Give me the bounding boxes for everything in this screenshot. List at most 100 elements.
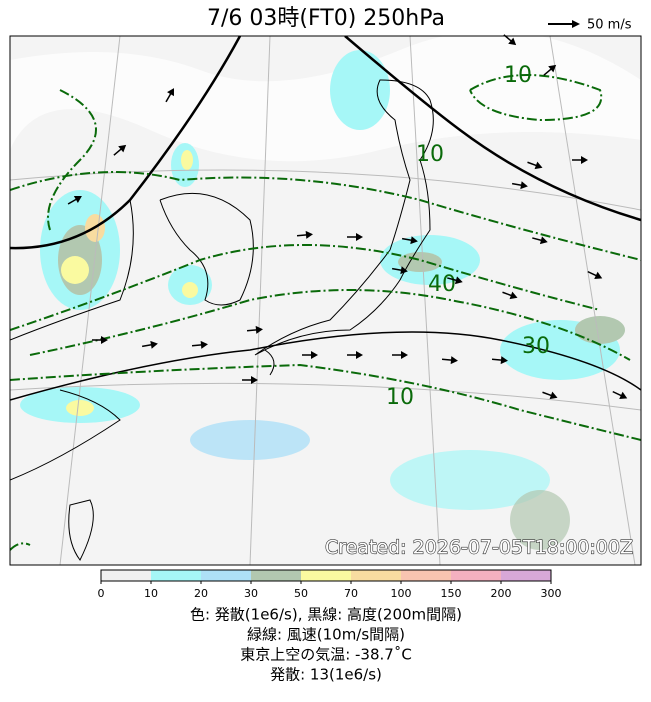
wind-arrow-head xyxy=(356,233,363,241)
wind-arrow-head xyxy=(450,356,458,365)
colorbar-tick-label: 10 xyxy=(144,587,158,600)
wind-arrow xyxy=(67,196,82,205)
wind-contour xyxy=(47,89,97,231)
wind-arrow xyxy=(587,270,603,280)
wind-arrow xyxy=(347,351,363,359)
wind-arrow xyxy=(165,88,174,103)
field-region xyxy=(10,36,641,162)
wind-arrow xyxy=(392,351,408,359)
field-blob xyxy=(190,420,310,460)
colorbar: 0 10 20 30 50 70 100 150 200 300 xyxy=(98,569,562,600)
wind-arrow xyxy=(391,266,408,275)
coastline xyxy=(10,199,134,341)
longitude-line xyxy=(59,36,121,565)
colorbar-tick-label: 100 xyxy=(391,587,412,600)
field-blob xyxy=(182,282,198,298)
height-contour xyxy=(344,36,641,222)
created-stamp: Created: 2026-07-05T18:00:00Z xyxy=(325,537,633,559)
wind-arrow-head xyxy=(200,340,208,349)
colorbar-tick-label: 300 xyxy=(541,587,562,600)
wind-arrow-head xyxy=(305,230,313,239)
wind-speed-contours xyxy=(10,74,641,551)
caption-line: 緑線: 風速(10m/s間隔) xyxy=(247,626,405,644)
field-blob xyxy=(390,450,550,510)
contour-label: 10 xyxy=(504,63,532,88)
wind-arrow-head xyxy=(401,351,408,359)
coastline xyxy=(264,349,275,376)
wind-arrow xyxy=(502,291,518,300)
wind-arrow-head xyxy=(410,236,418,245)
wind-arrow xyxy=(542,391,558,400)
colorbar-tick-label: 150 xyxy=(441,587,462,600)
wind-arrow xyxy=(302,351,318,359)
wind-contour xyxy=(469,74,603,122)
contour-label: 10 xyxy=(416,142,444,167)
colorbar-segment xyxy=(151,570,201,581)
wind-arrow-head xyxy=(520,181,528,190)
wind-arrow xyxy=(441,356,458,365)
caption-line: 東京上空の気温: -38.7˚C xyxy=(240,646,412,664)
wind-arrow-head xyxy=(251,376,258,384)
wind-arrow-head xyxy=(509,291,518,300)
field-blob xyxy=(181,150,193,170)
title: 7/6 03時(FT0) 250hPa xyxy=(207,6,445,31)
contour-label: 40 xyxy=(428,272,456,297)
coastline xyxy=(254,79,434,356)
map-frame xyxy=(9,35,642,566)
coastline xyxy=(159,192,254,306)
colorbar-segment xyxy=(451,570,501,581)
field-blob xyxy=(66,400,94,416)
graticule xyxy=(10,36,641,565)
wind-arrow xyxy=(296,230,313,239)
wind-scale-label: 50 m/s xyxy=(587,18,632,33)
longitude-line xyxy=(409,36,441,565)
wind-contour xyxy=(10,542,31,551)
height-contours xyxy=(10,36,641,401)
wind-arrow-head xyxy=(400,266,408,275)
wind-contour xyxy=(10,244,601,331)
wind-arrow-head xyxy=(534,161,543,170)
coastline xyxy=(10,389,121,481)
wind-arrow xyxy=(401,236,418,245)
wind-arrow-head xyxy=(500,356,508,365)
colorbar-tick-label: 0 xyxy=(98,587,105,600)
caption-line: 色: 発散(1e6/s), 黒線: 高度(200m間隔) xyxy=(190,606,462,624)
wind-arrow xyxy=(543,64,557,76)
wind-arrow-head xyxy=(548,64,557,73)
colorbar-segment xyxy=(351,570,401,581)
wind-arrow xyxy=(491,356,508,365)
wind-arrow xyxy=(141,340,158,349)
colorbar-tick-label: 70 xyxy=(344,587,358,600)
wind-arrow-head xyxy=(150,340,158,349)
wind-arrow xyxy=(572,156,588,164)
map: 10 10 40 30 10 Created: 2026-07-05T18:00… xyxy=(9,34,642,566)
colorbar-tick-label: 200 xyxy=(491,587,512,600)
contour-label: 10 xyxy=(386,385,414,410)
wind-arrow xyxy=(242,376,258,384)
wind-arrow xyxy=(347,233,363,241)
coastline xyxy=(68,499,94,561)
longitude-line xyxy=(549,36,636,565)
height-contour xyxy=(10,36,242,250)
wind-contour xyxy=(10,363,641,441)
wind-arrow xyxy=(113,144,127,156)
colorbar-segment xyxy=(201,570,251,581)
field-blob xyxy=(398,252,442,272)
wind-arrow-head xyxy=(594,271,603,280)
wind-arrow xyxy=(92,336,108,344)
colorbar-segment xyxy=(101,570,151,581)
wind-contour xyxy=(10,171,641,261)
wind-arrow-head xyxy=(101,336,108,344)
colorbar-segment xyxy=(301,570,351,581)
colorbar-tick-label: 30 xyxy=(244,587,258,600)
contour-labels: 10 10 40 30 10 xyxy=(386,63,550,410)
wind-arrow-head xyxy=(619,391,628,400)
coastlines xyxy=(10,79,434,561)
wind-arrow-head xyxy=(255,325,263,334)
contour-label: 30 xyxy=(522,334,550,359)
wind-arrow-head xyxy=(539,236,548,245)
divergence-field xyxy=(10,36,641,550)
wind-arrow-head xyxy=(118,144,127,153)
